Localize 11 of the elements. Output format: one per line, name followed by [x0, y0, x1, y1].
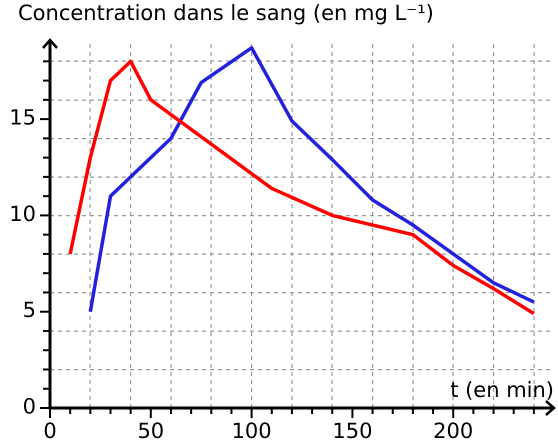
- y-tick-label: 5: [22, 298, 36, 322]
- x-tick-label: 200: [433, 419, 474, 444]
- x-tick-label: 50: [137, 419, 164, 444]
- y-tick-label: 15: [9, 106, 36, 130]
- x-axis-title: t (en min): [450, 378, 554, 402]
- x-tick-label: 150: [332, 419, 372, 444]
- y-tick-label: 10: [9, 202, 36, 226]
- x-tick-label: 100: [232, 419, 272, 444]
- y-axis-title: Concentration dans le sang (en mg L⁻¹): [18, 0, 434, 25]
- y-tick-label: 0: [22, 394, 36, 418]
- x-tick-label: 0: [43, 419, 57, 444]
